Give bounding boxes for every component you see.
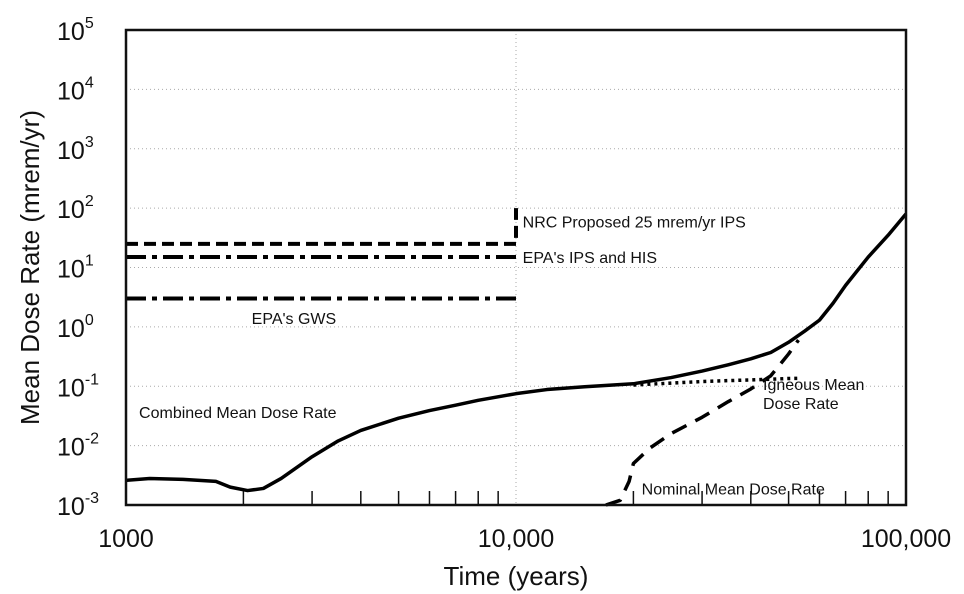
y-tick-label: 103 — [57, 134, 94, 165]
y-tick-label: 102 — [57, 193, 94, 224]
plot-frame — [124, 28, 908, 507]
y-tick-label: 104 — [57, 74, 94, 105]
annotation-label: Combined Mean Dose Rate — [139, 405, 337, 422]
y-tick-base: 10 — [57, 256, 85, 284]
series-layer — [125, 208, 908, 507]
annotation-label: Igneous Mean — [763, 377, 864, 394]
y-tick-base: 10 — [57, 434, 85, 462]
series-line — [126, 208, 518, 246]
annotation-label: EPA's GWS — [252, 311, 337, 328]
y-tick-exponent: 1 — [85, 253, 94, 270]
series-line — [605, 339, 800, 507]
y-tick-base: 10 — [57, 493, 85, 521]
x-tick-label: 10,000 — [478, 525, 554, 553]
annotation-label: Nominal Mean Dose Rate — [642, 481, 825, 498]
y-tick-base: 10 — [57, 374, 85, 402]
y-tick-label: 101 — [57, 253, 94, 284]
y-tick-exponent: 4 — [85, 74, 94, 91]
y-tick-label: 10-1 — [57, 371, 99, 402]
annotation-label: NRC Proposed 25 mrem/yr IPS — [523, 214, 746, 231]
y-tick-label: 105 — [57, 15, 94, 46]
y-tick-exponent: -3 — [85, 490, 99, 507]
y-tick-exponent: 0 — [85, 312, 94, 329]
annotations: NRC Proposed 25 mrem/yr IPS EPA's IPS and… — [139, 214, 864, 498]
y-tick-base: 10 — [57, 315, 85, 343]
y-tick-label: 10-3 — [57, 490, 99, 521]
y-tick-label: 10-2 — [57, 431, 99, 462]
y-tick-base: 10 — [57, 77, 85, 105]
y-tick-base: 10 — [57, 18, 85, 46]
y-tick-base: 10 — [57, 196, 85, 224]
grid — [126, 30, 906, 505]
x-tick-label: 1000 — [98, 525, 154, 553]
minor-ticks — [242, 491, 889, 505]
y-tick-exponent: -2 — [85, 431, 99, 448]
annotation-label: EPA's IPS and HIS — [523, 250, 657, 267]
y-tick-base: 10 — [57, 137, 85, 165]
x-tick-label: 100,000 — [861, 525, 951, 553]
y-tick-exponent: 2 — [85, 193, 94, 210]
y-tick-exponent: 5 — [85, 15, 94, 32]
y-axis-title: Mean Dose Rate (mrem/yr) — [15, 110, 45, 425]
annotation-label: Dose Rate — [763, 396, 839, 413]
y-tick-exponent: -1 — [85, 371, 99, 388]
y-tick-exponent: 3 — [85, 134, 94, 151]
y-tick-label: 100 — [57, 312, 94, 343]
x-axis-title: Time (years) — [444, 561, 589, 591]
series-line — [125, 212, 908, 493]
x-tick-labels: 1000 10,000 100,000 — [98, 525, 951, 553]
